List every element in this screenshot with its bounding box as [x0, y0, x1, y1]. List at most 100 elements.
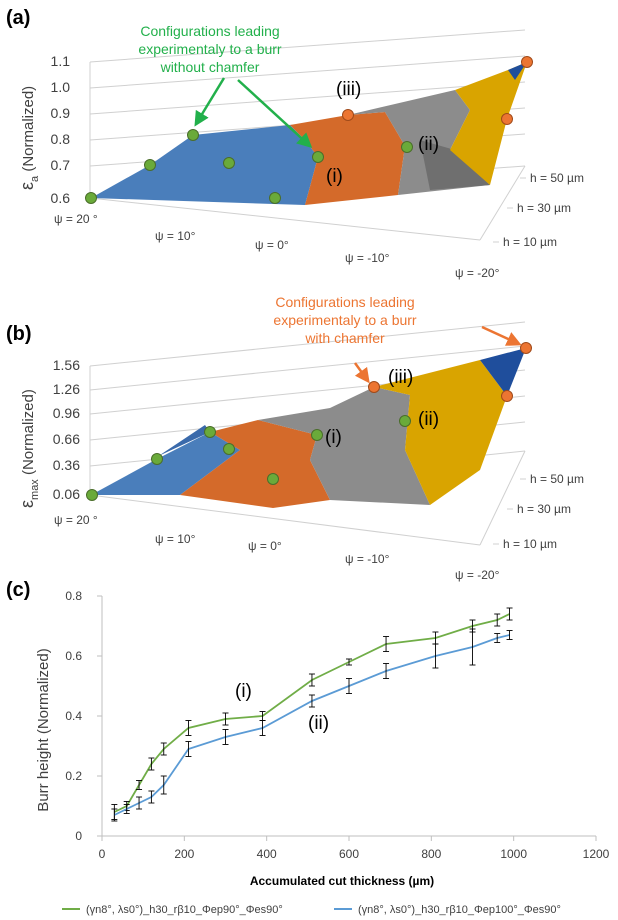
data-point-green [151, 453, 163, 465]
x-tick-label: 0 [99, 847, 106, 861]
data-point-green [187, 129, 199, 141]
panel-label-a: (a) [6, 7, 30, 29]
data-point-green [85, 192, 97, 204]
surface-region-darkblue [508, 62, 527, 80]
y-tick-label: 0.8 [65, 589, 82, 603]
panel-b-markers [86, 342, 532, 501]
data-point-green [311, 429, 323, 441]
panel-b-annotation: Configurations leading experimentaly to … [273, 294, 417, 346]
h-label: h = 50 µm [530, 472, 584, 486]
surface-region-gold [374, 360, 507, 505]
x-tick-label: 1200 [583, 847, 610, 861]
annotation-i: (i) [235, 681, 252, 702]
panel-a-psi-labels: ψ = 20 ° ψ = 10° ψ = 0° ψ = -10° ψ = -20… [54, 212, 500, 280]
x-tick-label: 800 [421, 847, 441, 861]
annotation-arrow [481, 325, 522, 346]
y-tick: 1.0 [51, 79, 71, 95]
panel-b-y-ticks: 1.56 1.26 0.96 0.66 0.36 0.06 [53, 357, 80, 502]
surface-region-darkblue [150, 425, 210, 460]
h-label: h = 30 µm [517, 201, 571, 215]
y-tick-label: 0 [75, 829, 82, 843]
x-tick-label: 1000 [500, 847, 527, 861]
panel-b-h-labels: h = 50 µm h = 30 µm h = 10 µm [493, 472, 584, 551]
y-tick: 0.06 [53, 486, 80, 502]
data-point-orange [342, 109, 354, 121]
data-point-green [269, 192, 281, 204]
y-title-main: ε [17, 500, 37, 508]
legend-label-series1: (γn8°, λs0°)_h30_rβ10_Φep90°_Φes90° [86, 904, 283, 916]
h-label: h = 10 µm [503, 537, 557, 551]
y-title-rest: (Normalized) [20, 389, 37, 479]
panel-a-y-axis-title: εa (Normalized) [17, 86, 41, 190]
marker-label-iii: (iii) [336, 79, 361, 100]
data-point-green [312, 151, 324, 163]
annotation-line: experimentaly to a burr [138, 41, 282, 57]
data-point-green [204, 426, 216, 438]
surface-region-blue [91, 125, 318, 205]
psi-label: ψ = -10° [345, 552, 390, 566]
psi-label: ψ = 0° [255, 238, 289, 252]
h-label: h = 10 µm [503, 235, 557, 249]
psi-label: ψ = 10° [155, 532, 196, 546]
psi-label: ψ = 20 ° [54, 212, 98, 226]
annotation-arrow [237, 79, 313, 149]
psi-label: ψ = 10° [155, 229, 196, 243]
data-point-orange [368, 381, 380, 393]
y-tick: 0.36 [53, 457, 80, 473]
panel-b-psi-labels: ψ = 20 ° ψ = 10° ψ = 0° ψ = -10° ψ = -20… [54, 513, 500, 582]
panel-a-h-labels: h = 50 µm h = 30 µm h = 10 µm [493, 171, 584, 249]
y-tick: 1.26 [53, 381, 80, 397]
psi-label: ψ = 0° [248, 539, 282, 553]
y-tick-label: 0.6 [65, 649, 82, 663]
surface-region-orange [290, 112, 405, 205]
y-tick-label: 0.2 [65, 769, 82, 783]
marker-label-i: (i) [326, 166, 343, 187]
marker-label-ii: (ii) [418, 409, 439, 430]
panel-a-markers [85, 56, 533, 204]
psi-label: ψ = -20° [455, 568, 500, 582]
y-title-main: ε [17, 182, 37, 190]
data-point-orange [521, 56, 533, 68]
annotation-line: Configurations leading [275, 294, 414, 310]
data-point-green [267, 473, 279, 485]
surface-region-navy [480, 348, 526, 396]
data-point-green [86, 489, 98, 501]
annotation-ii: (ii) [308, 713, 329, 734]
annotation-line: Configurations leading [140, 23, 279, 39]
panel-c: (c) 0 200 400 600 800 1000 1200 0 0.2 0.4 0.6 0.8 A… [6, 579, 610, 916]
marker-label-i: (i) [325, 427, 342, 448]
panel-a: (a) 1.1 1.0 0.9 0.8 0. [6, 7, 584, 280]
panel-a-y-ticks: 1.1 1.0 0.9 0.8 0.7 0.6 [51, 53, 71, 206]
panel-c-plot-area: 0 200 400 600 800 1000 1200 0 0.2 0.4 0.6 0.8 [65, 589, 609, 861]
h-label: h = 30 µm [517, 502, 571, 516]
annotation-arrow [353, 362, 370, 384]
y-tick: 0.66 [53, 431, 80, 447]
data-point-orange [501, 113, 513, 125]
y-title-rest: (Normalized) [20, 86, 37, 176]
y-tick: 0.8 [51, 131, 71, 147]
x-tick-label: 200 [174, 847, 194, 861]
y-tick: 0.96 [53, 405, 80, 421]
y-title-sub: max [29, 479, 41, 500]
surface-region-darkgray [420, 140, 490, 190]
panel-label-b: (b) [6, 323, 32, 345]
panel-b-y-axis-title: εmax (Normalized) [17, 389, 41, 508]
surface-region-gold [450, 62, 527, 185]
y-tick: 1.56 [53, 357, 80, 373]
y-tick: 0.7 [51, 157, 71, 173]
y-tick: 1.1 [51, 53, 71, 69]
data-point-green [223, 157, 235, 169]
panel-b-surface [91, 348, 526, 508]
panel-a-annotation: Configurations leading experimentaly to … [138, 23, 282, 75]
panel-c-x-axis-title: Accumulated cut thickness (µm) [250, 874, 434, 888]
x-tick-label: 400 [257, 847, 277, 861]
panel-b: (b) 1.56 1.26 0.96 0.66 0.36 0. [6, 294, 584, 582]
psi-label: ψ = -20° [455, 266, 500, 280]
annotation-line: experimentaly to a burr [273, 312, 417, 328]
x-tick-label: 600 [339, 847, 359, 861]
y-tick: 0.9 [51, 105, 71, 121]
marker-label-ii: (ii) [418, 134, 439, 155]
panel-c-y-axis-title: Burr height (Normalized) [35, 648, 52, 811]
y-title-sub: a [29, 175, 41, 182]
